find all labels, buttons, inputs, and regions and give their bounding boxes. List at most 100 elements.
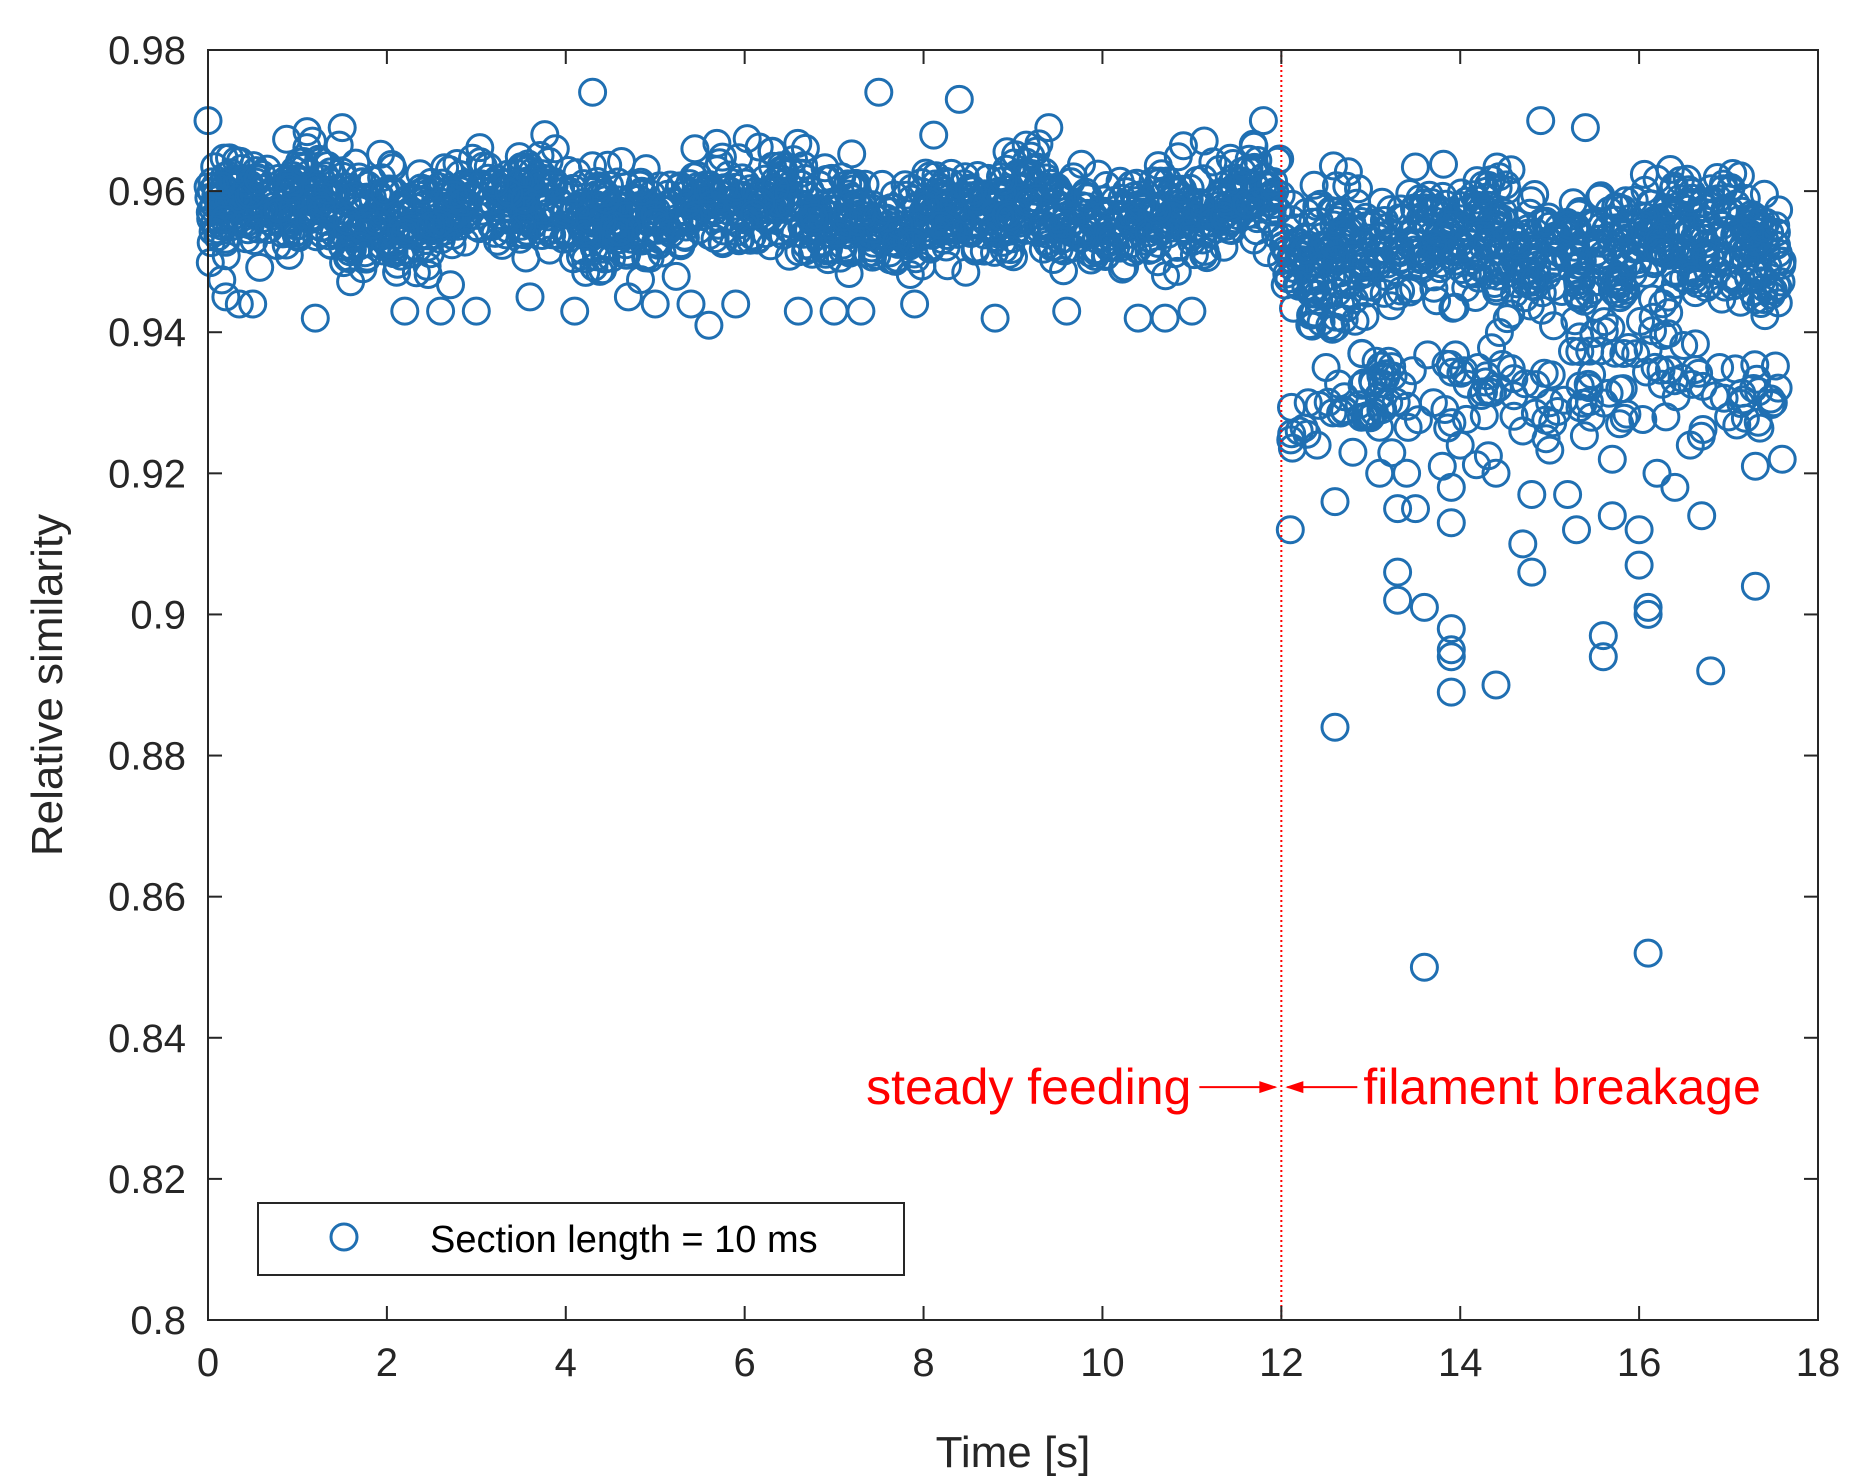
data-point bbox=[307, 219, 337, 249]
data-point bbox=[1168, 131, 1198, 161]
data-point bbox=[1492, 304, 1522, 334]
data-point bbox=[1446, 178, 1476, 208]
data-point bbox=[465, 133, 495, 163]
data-point bbox=[461, 296, 491, 326]
data-point bbox=[1767, 444, 1797, 474]
data-point bbox=[442, 149, 472, 178]
data-point bbox=[571, 257, 601, 287]
data-point bbox=[1487, 350, 1517, 379]
data-point bbox=[1279, 293, 1308, 323]
data-point bbox=[1344, 174, 1373, 204]
data-point bbox=[1499, 222, 1528, 252]
y-tick-labels: 0.8 0.82 0.84 0.86 0.88 0.9 0.92 0.94 0.96 0.98 bbox=[108, 29, 186, 1343]
data-point bbox=[515, 282, 545, 312]
data-point bbox=[1669, 331, 1699, 360]
x-tick-label: 6 bbox=[734, 1341, 756, 1385]
data-point bbox=[605, 217, 635, 247]
data-point bbox=[1645, 235, 1675, 265]
data-point bbox=[1481, 458, 1511, 488]
data-point bbox=[852, 222, 882, 252]
data-point bbox=[1322, 206, 1352, 235]
data-point bbox=[1302, 430, 1332, 460]
data-point bbox=[768, 220, 798, 250]
annotation-label-right: filament breakage bbox=[1363, 1059, 1760, 1115]
y-tick-label: 0.94 bbox=[108, 311, 186, 355]
data-point bbox=[1263, 146, 1292, 176]
x-tick-label: 16 bbox=[1617, 1341, 1662, 1385]
data-point bbox=[1293, 388, 1323, 418]
data-point bbox=[1401, 494, 1430, 524]
data-point bbox=[1483, 373, 1513, 403]
data-point bbox=[1177, 296, 1207, 326]
data-point bbox=[1565, 337, 1595, 366]
annotation-label-left: steady feeding bbox=[866, 1059, 1191, 1115]
data-point bbox=[1143, 228, 1173, 258]
data-point bbox=[665, 171, 695, 201]
data-point bbox=[1419, 262, 1449, 292]
legend: Section length = 10 ms bbox=[257, 1202, 905, 1276]
data-point bbox=[1695, 269, 1725, 299]
data-point bbox=[591, 185, 621, 215]
data-point bbox=[1403, 405, 1433, 435]
data-point bbox=[1320, 712, 1350, 742]
data-point bbox=[1400, 152, 1430, 182]
data-point bbox=[1577, 360, 1607, 390]
data-point bbox=[942, 219, 972, 249]
data-point bbox=[1361, 346, 1391, 376]
data-point bbox=[344, 162, 374, 192]
data-point bbox=[1517, 557, 1547, 587]
data-point bbox=[1137, 234, 1167, 264]
data-point bbox=[1330, 382, 1359, 412]
data-point bbox=[928, 225, 958, 255]
data-point bbox=[1614, 333, 1643, 362]
data-point bbox=[1628, 405, 1658, 434]
data-point bbox=[613, 282, 643, 312]
data-point bbox=[861, 203, 891, 233]
x-tick-label: 2 bbox=[376, 1341, 398, 1385]
data-point bbox=[224, 289, 254, 319]
data-point bbox=[1417, 197, 1447, 227]
data-point bbox=[1409, 592, 1439, 622]
data-point bbox=[1044, 176, 1074, 206]
data-point bbox=[694, 310, 724, 340]
y-tick-label: 0.92 bbox=[108, 452, 186, 496]
data-point bbox=[1539, 241, 1569, 271]
data-point bbox=[1165, 182, 1195, 212]
data-point bbox=[1654, 298, 1684, 328]
data-point bbox=[447, 171, 477, 201]
data-point bbox=[1381, 237, 1411, 266]
data-point bbox=[995, 202, 1025, 232]
data-point bbox=[1529, 358, 1559, 388]
data-point bbox=[370, 177, 400, 207]
data-point bbox=[1320, 487, 1350, 517]
data-point bbox=[979, 212, 1009, 242]
data-point bbox=[1332, 171, 1362, 201]
data-point bbox=[721, 289, 751, 319]
data-point bbox=[1611, 275, 1641, 305]
y-axis-title: Relative similarity bbox=[23, 514, 72, 856]
data-point bbox=[1239, 171, 1269, 201]
data-point bbox=[334, 242, 364, 272]
axis-ticks bbox=[207, 49, 1819, 1321]
data-point bbox=[1284, 416, 1314, 446]
data-point bbox=[413, 260, 443, 289]
data-point bbox=[1265, 144, 1295, 174]
data-point bbox=[1179, 240, 1209, 270]
data-point bbox=[560, 296, 590, 326]
data-point bbox=[1484, 162, 1514, 192]
data-point bbox=[1463, 353, 1493, 382]
data-point bbox=[1499, 401, 1529, 431]
data-point bbox=[1189, 126, 1219, 156]
data-point bbox=[1322, 245, 1352, 275]
data-point bbox=[1631, 202, 1661, 232]
data-point bbox=[656, 219, 686, 249]
data-point bbox=[1419, 273, 1449, 303]
data-point bbox=[1042, 172, 1072, 202]
data-point bbox=[739, 199, 769, 229]
data-point bbox=[558, 173, 588, 203]
data-point bbox=[1710, 272, 1740, 302]
data-point bbox=[1570, 113, 1600, 143]
data-point bbox=[1520, 180, 1550, 209]
data-point bbox=[1692, 206, 1722, 236]
data-point bbox=[245, 252, 275, 282]
